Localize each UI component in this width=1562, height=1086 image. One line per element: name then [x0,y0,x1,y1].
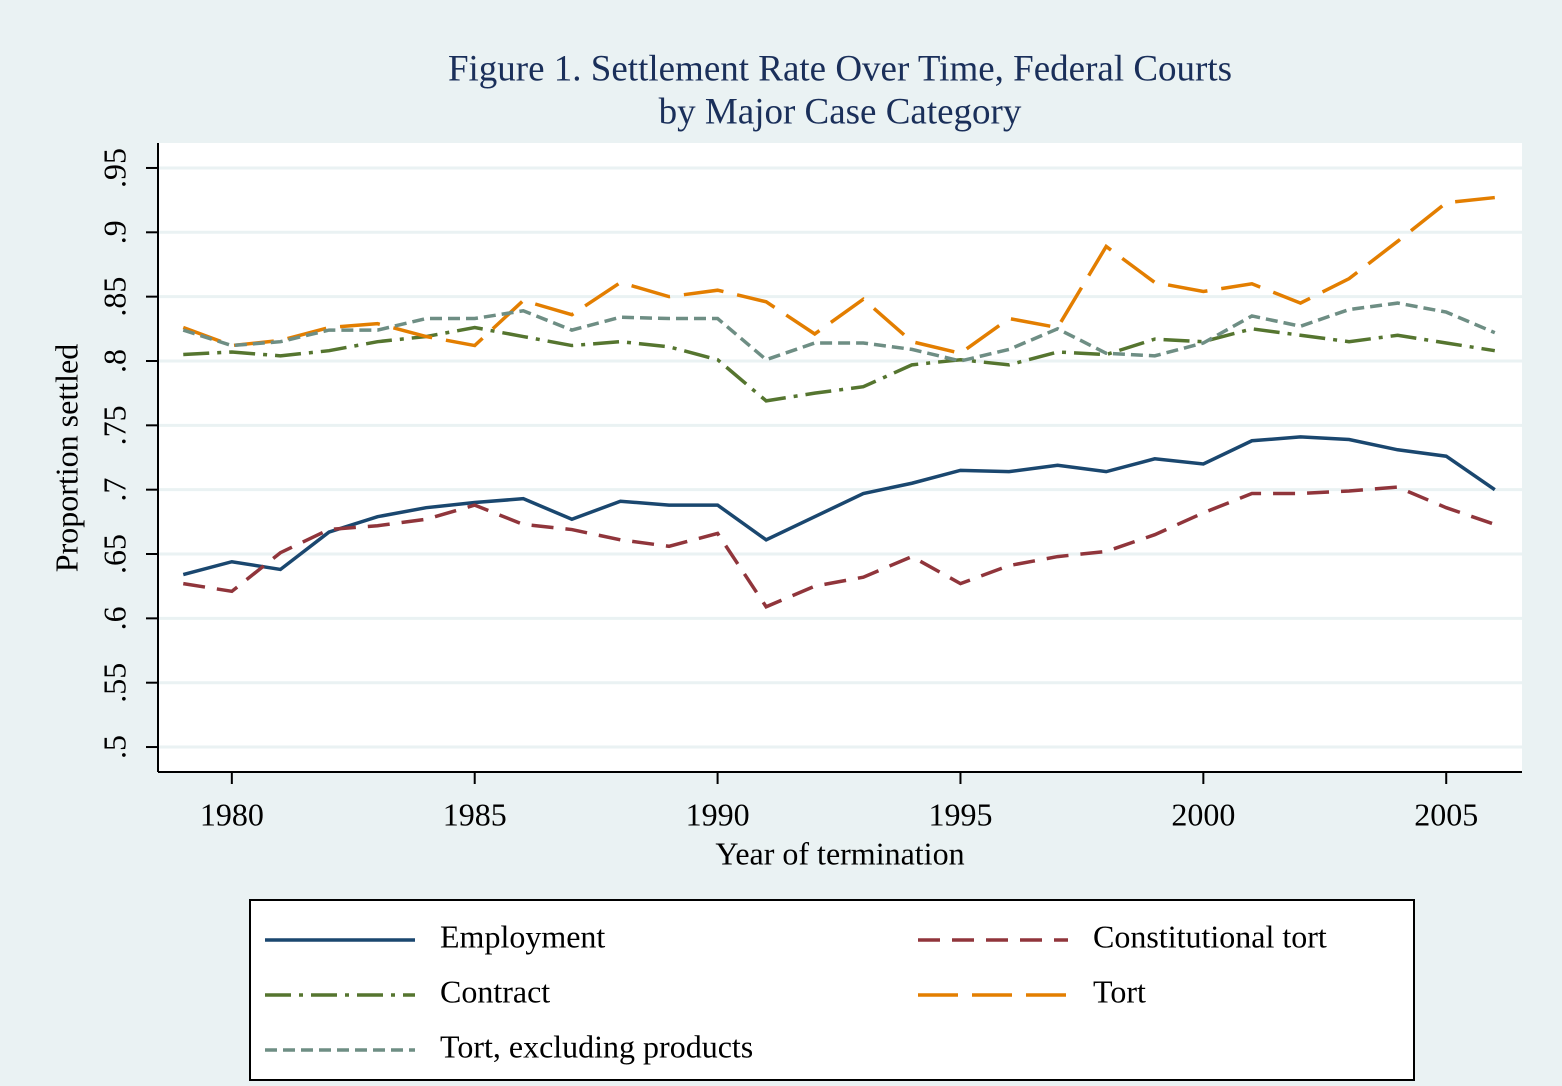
legend-label: Constitutional tort [1093,918,1327,954]
x-tick-label: 1980 [200,796,264,832]
y-tick-label: .95 [96,148,132,188]
y-tick-label: .5 [96,735,132,759]
legend-label: Contract [440,973,550,1009]
y-tick-label: .8 [96,349,132,373]
series-line [183,325,1496,403]
y-tick-label: .65 [96,534,132,574]
series-line [182,435,1496,577]
legend-label: Tort, excluding products [440,1028,753,1064]
series-line [182,301,1496,363]
y-tick-label: .55 [96,663,132,703]
x-tick-label: 1985 [443,796,507,832]
y-tick-label: .75 [96,405,132,445]
series-line [182,485,1496,609]
y-tick-label: .85 [96,277,132,317]
y-tick-label: .7 [96,478,132,502]
x-tick-label: 2000 [1171,796,1235,832]
x-tick-label: 1990 [686,796,750,832]
legend-label: Tort [1093,973,1146,1009]
y-tick-label: .9 [96,220,132,244]
chart-subtitle: by Major Case Category [659,91,1022,132]
x-tick-label: 2005 [1414,796,1478,832]
legend-box [249,899,1415,1081]
legend-label: Employment [440,918,605,954]
series-line [182,195,1495,356]
x-axis-title: Year of termination [715,835,964,871]
plot-area [158,143,1522,772]
y-axis-title: Proportion settled [48,344,84,572]
chart-title: Figure 1. Settlement Rate Over Time, Fed… [448,48,1232,89]
y-tick-label: .6 [96,606,132,630]
x-tick-label: 1995 [928,796,992,832]
